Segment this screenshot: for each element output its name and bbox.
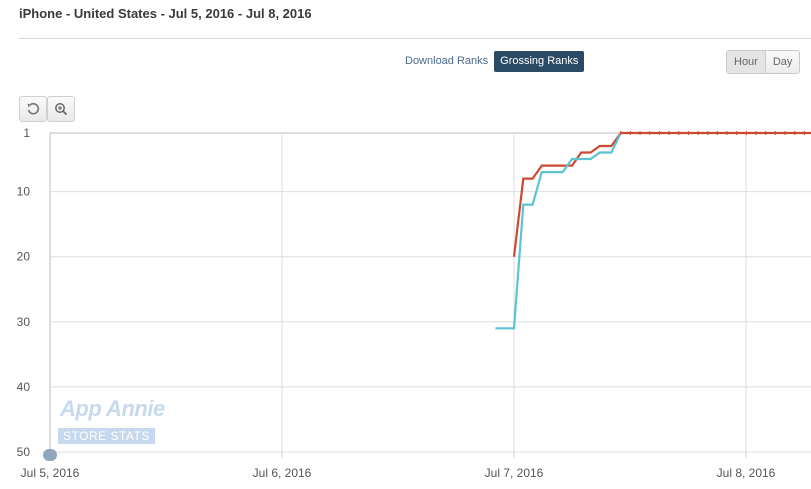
- download-ranks-button[interactable]: Download Ranks: [405, 55, 489, 67]
- y-tick-label: 40: [17, 380, 31, 394]
- header-divider: [19, 38, 811, 39]
- day-button[interactable]: Day: [764, 51, 800, 73]
- grossing-ranks-button[interactable]: Grossing Ranks: [494, 51, 585, 72]
- watermark-badge: STORE STATS: [58, 428, 155, 444]
- chat-bubble-icon[interactable]: [43, 449, 57, 461]
- rank-type-toggle: Download Ranks Grossing Ranks: [399, 51, 585, 72]
- x-tick-label: Jul 7, 2016: [485, 466, 544, 480]
- granularity-toggle: Hour Day: [726, 50, 801, 74]
- x-tick-label: Jul 8, 2016: [717, 466, 776, 480]
- zoom-in-button[interactable]: [47, 96, 75, 122]
- page-title: iPhone - United States - Jul 5, 2016 - J…: [19, 6, 312, 21]
- chart-labels: 1 10 20 30 40 50 Jul 5, 2016 Jul 6, 2016 Jul 7, …: [17, 126, 776, 480]
- y-tick-label: 1: [23, 126, 30, 140]
- zoom-in-icon: [55, 103, 68, 116]
- x-tick-label: Jul 5, 2016: [21, 466, 80, 480]
- watermark-title: App Annie: [60, 396, 165, 421]
- reset-zoom-icon: [27, 102, 40, 115]
- x-tick-label: Jul 6, 2016: [253, 466, 312, 480]
- y-tick-label: 20: [17, 250, 31, 264]
- hour-button[interactable]: Hour: [727, 51, 765, 73]
- y-tick-label: 50: [17, 445, 31, 459]
- chart-grid: [49, 132, 811, 458]
- series-line-red: [512, 131, 811, 257]
- y-tick-label: 30: [17, 315, 31, 329]
- y-tick-label: 10: [17, 185, 31, 199]
- reset-zoom-button[interactable]: [19, 96, 47, 122]
- series-line-cyan: [495, 132, 622, 330]
- chart-series: [495, 131, 811, 330]
